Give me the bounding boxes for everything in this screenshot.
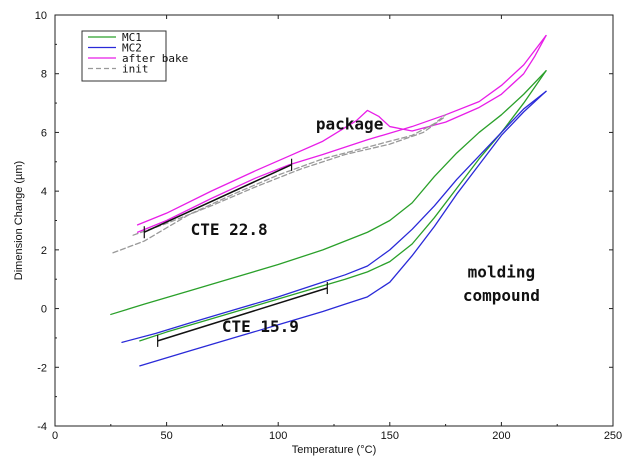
y-tick-label: 10 — [35, 10, 47, 22]
annotations: package CTE 22.8 molding compound CTE 15.9 — [191, 114, 540, 336]
series-group — [110, 34, 547, 367]
x-tick-label: 0 — [52, 430, 58, 442]
series-line-after-bake-2 — [136, 34, 547, 233]
y-tick-label: -4 — [37, 421, 47, 433]
x-tick-label: 200 — [492, 430, 510, 442]
legend-label-mc2: MC2 — [122, 42, 142, 55]
series-line-init-2 — [132, 115, 447, 236]
y-tick-label: -2 — [37, 362, 47, 374]
series-line-mc1-2 — [139, 70, 547, 342]
cte-fit-line-2 — [157, 287, 328, 342]
annotation-compound: compound — [463, 286, 540, 305]
x-tick-label: 100 — [269, 430, 287, 442]
annotation-cte-15-9: CTE 15.9 — [222, 317, 299, 336]
x-tick-label: 50 — [160, 430, 172, 442]
annotation-package: package — [316, 114, 383, 133]
series-line-after-bake-1 — [136, 34, 547, 226]
y-tick-label: 0 — [41, 304, 47, 316]
cte-fit-line-1 — [143, 164, 292, 233]
y-tick-label: 8 — [41, 69, 47, 81]
series-line-mc1-1 — [110, 70, 547, 316]
series-line-init-1 — [112, 114, 447, 254]
annotation-molding: molding — [468, 263, 535, 282]
y-tick-label: 2 — [41, 245, 47, 257]
annotation-cte-22-8: CTE 22.8 — [191, 220, 268, 239]
x-tick-label: 150 — [381, 430, 399, 442]
legend-label-mc1: MC1 — [122, 31, 142, 44]
y-tick-label: 6 — [41, 127, 47, 139]
series-line-mc2-2 — [139, 90, 547, 367]
legend-box — [81, 30, 167, 82]
x-axis-label: Temperature (°C) — [292, 444, 376, 456]
legend-label-after-bake: after bake — [122, 52, 188, 65]
y-tick-label: 4 — [41, 186, 47, 198]
x-tick-label: 250 — [604, 430, 622, 442]
y-axis-label: Dimension Change (µm) — [13, 161, 25, 280]
series-line-mc2-1 — [121, 90, 547, 343]
legend-label-init: init — [122, 63, 149, 76]
cte-fit-lines — [143, 158, 328, 347]
